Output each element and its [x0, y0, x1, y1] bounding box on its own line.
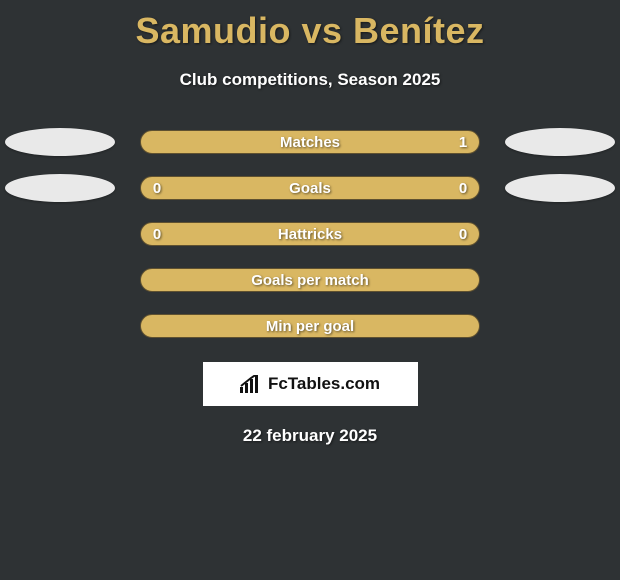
avatar-right-ellipse [505, 128, 615, 156]
stat-label: Goals [141, 180, 479, 197]
source-logo: FcTables.com [203, 362, 418, 406]
stat-row-goals: 0 Goals 0 [0, 176, 620, 200]
date-label: 22 february 2025 [0, 426, 620, 446]
stat-pill: 0 Goals 0 [140, 176, 480, 200]
avatar-left-ellipse [5, 128, 115, 156]
logo-text: FcTables.com [268, 374, 380, 394]
page-title: Samudio vs Benítez [0, 0, 620, 52]
stats-rows: Matches 1 0 Goals 0 0 Hattricks 0 Goals … [0, 130, 620, 338]
stat-row-goals-per-match: Goals per match [0, 268, 620, 292]
avatar-right-ellipse [505, 174, 615, 202]
subtitle: Club competitions, Season 2025 [0, 70, 620, 90]
stat-pill: Goals per match [140, 268, 480, 292]
stat-row-hattricks: 0 Hattricks 0 [0, 222, 620, 246]
stat-pill: Min per goal [140, 314, 480, 338]
stat-label: Goals per match [141, 272, 479, 289]
stat-pill: 0 Hattricks 0 [140, 222, 480, 246]
stat-label: Matches [141, 134, 479, 151]
stat-pill: Matches 1 [140, 130, 480, 154]
stat-row-matches: Matches 1 [0, 130, 620, 154]
stat-label: Hattricks [141, 226, 479, 243]
avatar-left-ellipse [5, 174, 115, 202]
stat-row-min-per-goal: Min per goal [0, 314, 620, 338]
stat-label: Min per goal [141, 318, 479, 335]
bar-chart-icon [240, 375, 262, 393]
